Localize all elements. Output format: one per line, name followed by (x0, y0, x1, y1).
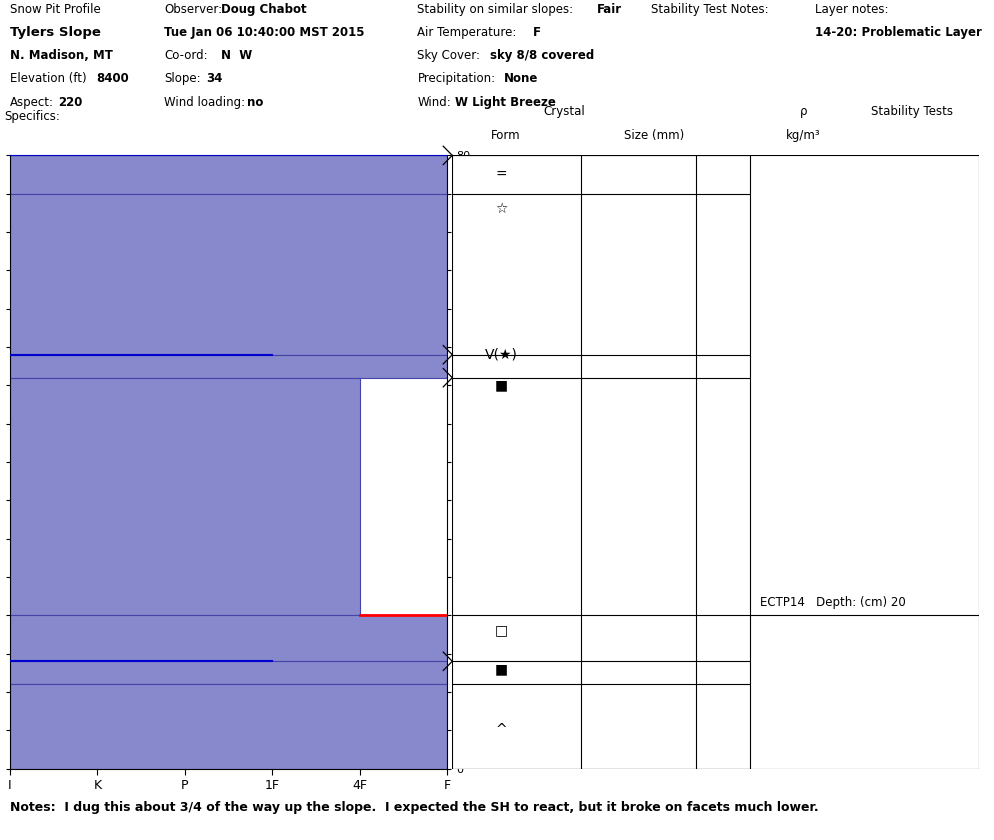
Text: N  W: N W (221, 50, 251, 62)
Text: Elevation (ft): Elevation (ft) (10, 72, 86, 86)
Bar (10, 615, 447, 661)
Text: Stability Tests: Stability Tests (872, 105, 953, 118)
Text: Tylers Slope: Tylers Slope (10, 26, 100, 39)
Bar (10, 194, 447, 354)
Text: ■: ■ (495, 662, 508, 676)
Text: ☆: ☆ (495, 202, 508, 216)
Text: ■: ■ (495, 378, 508, 392)
Text: 34: 34 (206, 72, 222, 86)
Text: Layer notes:: Layer notes: (815, 3, 889, 16)
Text: V(★): V(★) (485, 348, 518, 362)
Text: Co-ord:: Co-ord: (164, 50, 208, 62)
Text: Wind:: Wind: (417, 96, 451, 108)
Text: Size (mm): Size (mm) (624, 129, 685, 142)
Text: ^: ^ (496, 723, 507, 738)
Text: Form: Form (491, 129, 520, 142)
Text: Doug Chabot: Doug Chabot (221, 3, 306, 16)
Text: N. Madison, MT: N. Madison, MT (10, 50, 112, 62)
Text: Sky Cover:: Sky Cover: (417, 50, 480, 62)
Text: Specifics:: Specifics: (4, 110, 60, 123)
Text: kg/m³: kg/m³ (786, 129, 821, 142)
Text: 14-20: Problematic Layer: 14-20: Problematic Layer (815, 26, 982, 39)
Text: Crystal: Crystal (543, 105, 584, 118)
Text: Air Temperature:: Air Temperature: (417, 26, 517, 39)
Text: Precipitation:: Precipitation: (417, 72, 496, 86)
Bar (10, 685, 447, 769)
Text: Stability Test Notes:: Stability Test Notes: (651, 3, 768, 16)
Text: =: = (496, 167, 507, 181)
Text: 8400: 8400 (96, 72, 129, 86)
Text: 220: 220 (58, 96, 83, 108)
Text: Wind loading:: Wind loading: (164, 96, 246, 108)
Text: Snow Pit Profile: Snow Pit Profile (10, 3, 100, 16)
Text: ρ: ρ (799, 105, 807, 118)
Text: F: F (533, 26, 541, 39)
Text: sky 8/8 covered: sky 8/8 covered (490, 50, 594, 62)
Bar (10, 378, 360, 615)
Text: Aspect:: Aspect: (10, 96, 54, 108)
Bar (10, 661, 447, 685)
Text: Tue Jan 06 10:40:00 MST 2015: Tue Jan 06 10:40:00 MST 2015 (164, 26, 365, 39)
Text: Stability on similar slopes:: Stability on similar slopes: (417, 3, 574, 16)
Text: W Light Breeze: W Light Breeze (455, 96, 556, 108)
Bar (10, 155, 447, 194)
Text: Notes:  I dug this about 3/4 of the way up the slope.  I expected the SH to reac: Notes: I dug this about 3/4 of the way u… (10, 801, 819, 814)
Text: None: None (504, 72, 539, 86)
Text: ECTP14   Depth: (cm) 20: ECTP14 Depth: (cm) 20 (759, 596, 906, 609)
Text: Observer:: Observer: (164, 3, 222, 16)
Text: Fair: Fair (596, 3, 621, 16)
Text: □: □ (495, 623, 508, 638)
Text: no: no (247, 96, 262, 108)
Text: Slope:: Slope: (164, 72, 201, 86)
Bar (10, 354, 447, 378)
